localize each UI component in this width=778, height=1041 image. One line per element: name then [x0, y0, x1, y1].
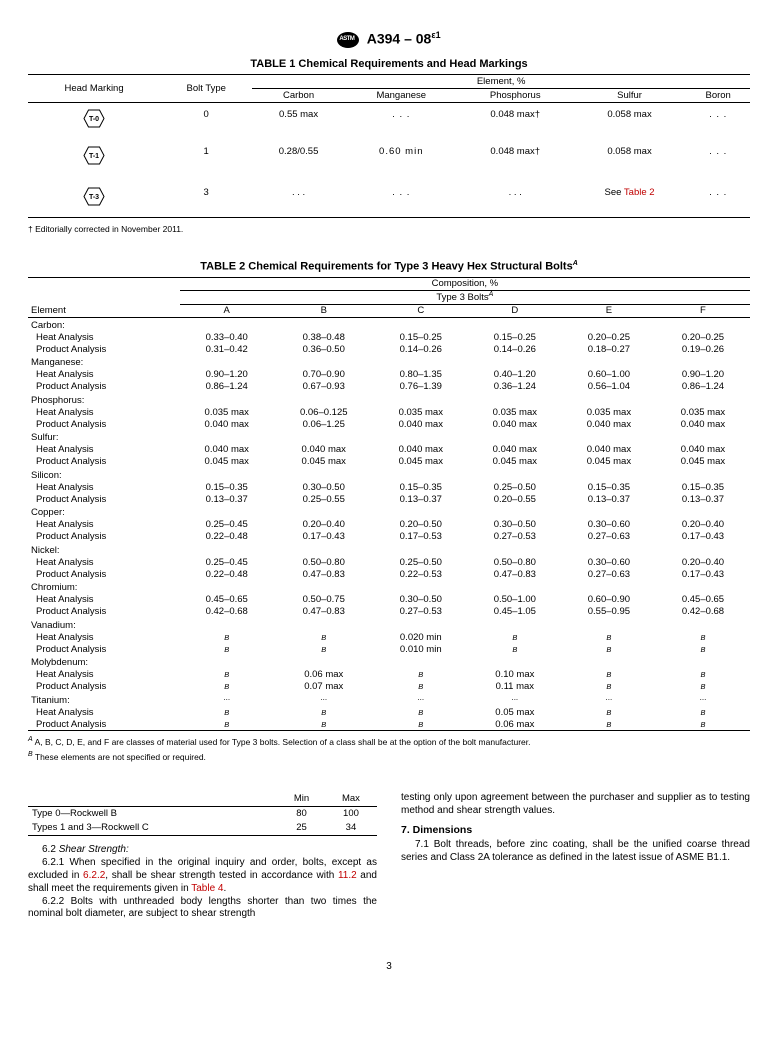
hex-head-icon: T-0 — [83, 109, 105, 128]
t2-col-head: D — [468, 304, 562, 317]
t2-col-head: B — [274, 304, 374, 317]
table-row: Product Analysis0.13–0.370.25–0.550.13–0… — [28, 493, 750, 505]
table-row: Manganese: — [28, 355, 750, 369]
designation: A394 – 08 — [367, 31, 432, 47]
table-row: Product Analysis0.22–0.480.47–0.830.22–0… — [28, 568, 750, 580]
p-right-1: testing only upon agreement between the … — [401, 792, 750, 818]
hex-head-icon: T-3 — [83, 187, 105, 206]
table-row: Product Analysis0.86–1.240.67–0.930.76–1… — [28, 381, 750, 393]
table-row: Product AnalysisBBB0.06 maxBB — [28, 718, 750, 731]
t2-comp: Composition, % — [180, 277, 750, 290]
sec-7: 7. Dimensions — [401, 824, 750, 837]
t1-b: Boron — [686, 88, 750, 102]
t1-s: Sulfur — [573, 88, 687, 102]
table-row: Product AnalysisB0.07 maxB0.11 maxBB — [28, 681, 750, 693]
table1-title: TABLE 1 Chemical Requirements and Head M… — [28, 58, 750, 70]
hex-head-icon: T-1 — [83, 146, 105, 165]
astm-logo — [337, 32, 359, 48]
t2-col-head: F — [656, 304, 750, 317]
table-row: Type 0—Rockwell B80100 — [28, 807, 377, 822]
right-column: testing only upon agreement between the … — [401, 792, 750, 921]
table-row: Product Analysis0.040 max0.06–1.250.040 … — [28, 418, 750, 430]
table-row: T-000.55 max. . .0.048 max†0.058 max. . … — [28, 102, 750, 132]
table-row: Heat Analysis0.33–0.400.38–0.480.15–0.25… — [28, 331, 750, 343]
epsilon: ε1 — [431, 30, 440, 40]
table-row: Molybdenum: — [28, 655, 750, 669]
table-row: Heat Analysis0.040 max0.040 max0.040 max… — [28, 444, 750, 456]
t1-hm-head: Head Marking — [28, 74, 160, 102]
t1-c: Carbon — [252, 88, 345, 102]
t1-element-head: Element, % — [252, 74, 750, 88]
table-row: Heat Analysis0.035 max0.06–0.1250.035 ma… — [28, 406, 750, 418]
table1: Head Marking Bolt Type Element, % Carbon… — [28, 74, 750, 220]
table2: Element Composition, % Type 3 BoltsA ABC… — [28, 277, 750, 733]
table-row: Nickel: — [28, 543, 750, 557]
table-row: Phosphorus: — [28, 393, 750, 407]
t2-fnA: A A, B, C, D, E, and F are classes of ma… — [28, 736, 750, 747]
table-row: Product AnalysisBB0.010 minBBB — [28, 643, 750, 655]
p-7-1: 7.1 Bolt threads, before zinc coating, s… — [401, 839, 750, 865]
p-6-2-2: 6.2.2 Bolts with unthreaded body lengths… — [28, 896, 377, 922]
table-row: Titanium:.................. — [28, 693, 750, 707]
svg-text:T-1: T-1 — [89, 153, 99, 160]
table-row: Heat AnalysisB0.06 maxB0.10 maxBB — [28, 669, 750, 681]
table-row: Product Analysis0.42–0.680.47–0.830.27–0… — [28, 606, 750, 618]
table-row: Vanadium: — [28, 618, 750, 632]
table2-title: TABLE 2 Chemical Requirements for Type 3… — [28, 260, 750, 273]
hardness-table: MinMax Type 0—Rockwell B80100Types 1 and… — [28, 792, 377, 838]
left-column: MinMax Type 0—Rockwell B80100Types 1 and… — [28, 792, 377, 921]
table-row: Heat Analysis0.25–0.450.20–0.400.20–0.50… — [28, 519, 750, 531]
t1-footnote: † Editorially corrected in November 2011… — [28, 224, 750, 234]
table-row: T-33. . .. . .. . .See Table 2. . . — [28, 169, 750, 218]
table-row: Heat AnalysisBBB0.05 maxBB — [28, 706, 750, 718]
body-columns: MinMax Type 0—Rockwell B80100Types 1 and… — [28, 792, 750, 921]
svg-text:T-3: T-3 — [89, 194, 99, 201]
table-row: Types 1 and 3—Rockwell C2534 — [28, 821, 377, 836]
table-row: Product Analysis0.045 max0.045 max0.045 … — [28, 456, 750, 468]
page-number: 3 — [28, 961, 750, 972]
table-row: Product Analysis0.22–0.480.17–0.430.17–0… — [28, 531, 750, 543]
table-row: Sulfur: — [28, 430, 750, 444]
table-row: Heat Analysis0.15–0.350.30–0.500.15–0.35… — [28, 481, 750, 493]
t1-p: Phosphorus — [458, 88, 573, 102]
table-row: Heat Analysis0.90–1.200.70–0.900.80–1.35… — [28, 369, 750, 381]
table-row: Product Analysis0.31–0.420.36–0.500.14–0… — [28, 343, 750, 355]
table-row: Chromium: — [28, 580, 750, 594]
table-row: Copper: — [28, 505, 750, 519]
svg-text:T-0: T-0 — [89, 116, 99, 123]
t1-bt-head: Bolt Type — [160, 74, 252, 102]
t1-mn: Manganese — [345, 88, 458, 102]
sec-6-2: 6.2 Shear Strength: — [28, 844, 377, 857]
doc-header: A394 – 08ε1 — [28, 30, 750, 48]
table-row: Heat AnalysisBB0.020 minBBB — [28, 631, 750, 643]
t2-col-head: E — [562, 304, 656, 317]
table-row: Carbon: — [28, 317, 750, 331]
t2-col-head: C — [374, 304, 468, 317]
t2-col-head: A — [180, 304, 274, 317]
t2-element-head: Element — [28, 277, 180, 317]
table-row: Heat Analysis0.45–0.650.50–0.750.30–0.50… — [28, 594, 750, 606]
table-row: Silicon: — [28, 468, 750, 482]
t2-fnB: B These elements are not specified or re… — [28, 751, 750, 762]
t2-type3: Type 3 BoltsA — [180, 290, 750, 304]
table-row: T-110.28/0.550.60 min0.048 max†0.058 max… — [28, 132, 750, 169]
table-row: Heat Analysis0.25–0.450.50–0.800.25–0.50… — [28, 556, 750, 568]
p-6-2-1: 6.2.1 When specified in the original inq… — [28, 857, 377, 895]
